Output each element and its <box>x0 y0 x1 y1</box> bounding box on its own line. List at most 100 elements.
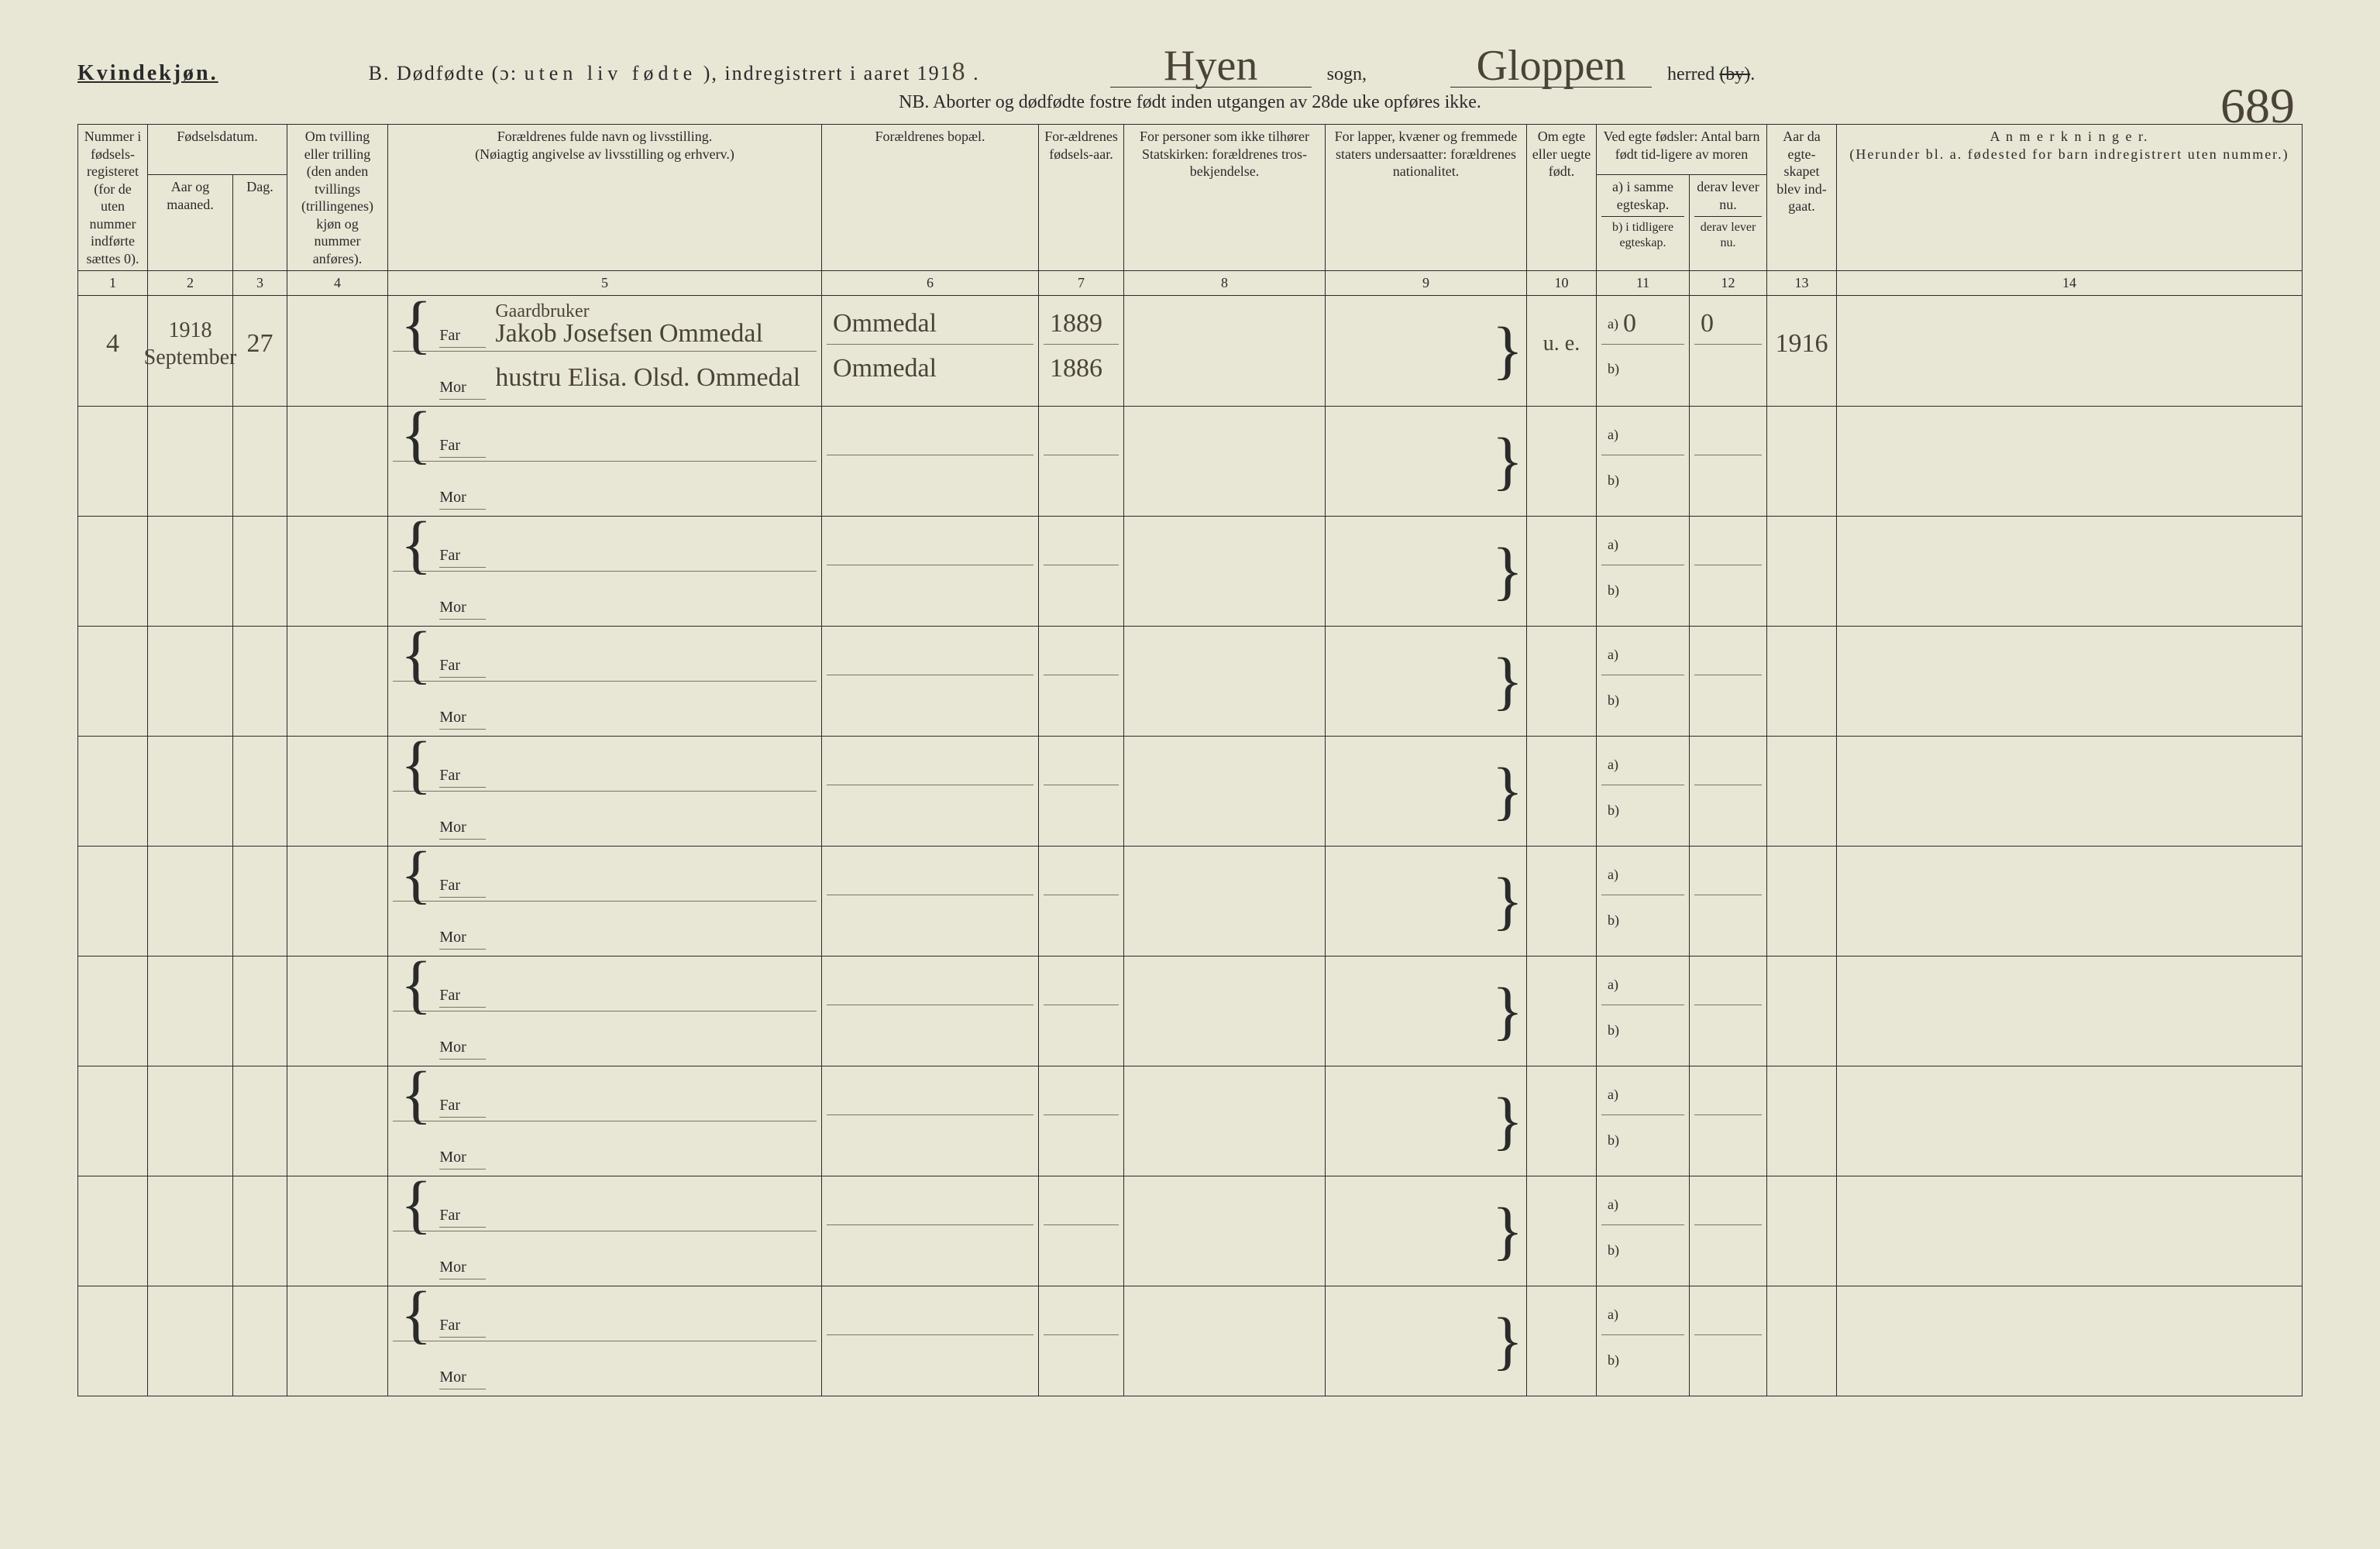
cell-alive-now <box>1690 957 1767 1066</box>
cell-birthyear <box>1039 847 1124 957</box>
c11a: a) <box>1601 630 1684 675</box>
cell-parents: { Far { Mor <box>388 847 822 957</box>
col-3-head: Dag. <box>233 175 287 271</box>
c12b <box>1694 895 1762 939</box>
cell-prev-children: a) b) <box>1597 957 1690 1066</box>
mor-row: { Mor <box>393 791 817 843</box>
c12a <box>1694 740 1762 785</box>
table-row: { Far { Mor } a) b) <box>78 737 2303 847</box>
brace-close-icon: } <box>1492 627 1523 736</box>
colnum-3: 3 <box>233 271 287 296</box>
col-12b: derav lever nu. <box>1694 216 1762 251</box>
cell-nationality: } <box>1326 1066 1527 1176</box>
cell-twin <box>287 847 388 957</box>
c11a: a) <box>1601 410 1684 455</box>
herred-block: Gloppen herred (by). <box>1450 46 1755 88</box>
c11a: a) <box>1601 1290 1684 1334</box>
mor-birthyear <box>1044 565 1119 610</box>
cell-legitimacy <box>1527 627 1597 737</box>
cell-legitimacy <box>1527 957 1597 1066</box>
far-birthyear <box>1044 1290 1119 1334</box>
mor-birthyear <box>1044 1115 1119 1159</box>
cell-year-month <box>148 957 233 1066</box>
cell-twin <box>287 1066 388 1176</box>
mor-birthyear <box>1044 785 1119 829</box>
brace-icon: { <box>401 1293 432 1338</box>
far-address: Ommedal <box>827 299 1034 344</box>
mor-birthyear: 1886 <box>1044 344 1119 389</box>
far-address <box>827 630 1034 675</box>
cell-remarks <box>1837 1176 2303 1286</box>
c12a: 0 <box>1694 299 1762 344</box>
mor-row: { Mor <box>393 1011 817 1063</box>
col-2-head: Aar og maaned. <box>148 175 233 271</box>
colnum-12: 12 <box>1690 271 1767 296</box>
mor-birthyear <box>1044 1224 1119 1269</box>
cell-twin <box>287 737 388 847</box>
mor-birthyear <box>1044 895 1119 939</box>
cell-legitimacy <box>1527 407 1597 517</box>
title-spaced: uten liv fødte <box>524 62 697 84</box>
cell-day <box>233 1176 287 1286</box>
sogn-block: Hyen sogn, <box>1110 46 1367 88</box>
far-address <box>827 1290 1034 1334</box>
title-suffix: ), indregistrert i aaret 191 <box>703 62 952 84</box>
c12b <box>1694 675 1762 720</box>
brace-icon: { <box>401 853 432 898</box>
cell-twin <box>287 295 388 406</box>
mor-row: { Mor <box>393 681 817 733</box>
table-row: { Far { Mor } a) b) <box>78 407 2303 517</box>
far-birthyear <box>1044 520 1119 565</box>
c11a: a) <box>1601 1070 1684 1115</box>
cell-address <box>822 627 1039 737</box>
cell-legitimacy <box>1527 847 1597 957</box>
far-label: Far <box>439 326 486 348</box>
c11b: b) <box>1601 1005 1684 1049</box>
cell-day <box>233 1286 287 1396</box>
cell-nationality: } <box>1326 957 1527 1066</box>
cell-remarks <box>1837 295 2303 406</box>
far-label: Far <box>439 1096 486 1118</box>
cell-birthyear <box>1039 1286 1124 1396</box>
cell-year-month <box>148 627 233 737</box>
mor-address <box>827 895 1034 939</box>
far-address <box>827 960 1034 1005</box>
c12b <box>1694 1224 1762 1269</box>
colnum-11: 11 <box>1597 271 1690 296</box>
brace-close-icon: } <box>1492 1286 1523 1396</box>
cell-prev-children: a) b) <box>1597 627 1690 737</box>
herred-label-strike: (by) <box>1719 64 1750 84</box>
nb-line: NB. Aborter og dødfødte fostre født inde… <box>77 92 2303 113</box>
c12a <box>1694 1070 1762 1115</box>
col-4-head: Om tvilling eller trilling (den anden tv… <box>287 125 388 271</box>
cell-nationality: } <box>1326 847 1527 957</box>
mor-label: Mor <box>439 1258 486 1279</box>
cell-marriage-year <box>1767 737 1837 847</box>
colnum-5: 5 <box>388 271 822 296</box>
cell-year-month <box>148 407 233 517</box>
mor-row: { Mor hustru Elisa. Olsd. Ommedal <box>393 351 817 403</box>
cell-alive-now <box>1690 847 1767 957</box>
c12b <box>1694 785 1762 829</box>
table-row: 41918 September27 { Far Gaardbruker Jako… <box>78 295 2303 406</box>
cell-alive-now <box>1690 1176 1767 1286</box>
brace-close-icon: } <box>1492 737 1523 846</box>
cell-address <box>822 1286 1039 1396</box>
far-row: { Far <box>393 410 817 461</box>
mor-address <box>827 1334 1034 1379</box>
cell-marriage-year <box>1767 627 1837 737</box>
herred-handwritten: Gloppen <box>1477 42 1626 90</box>
col-1-head: Nummer i fødsels-registeret (for de uten… <box>78 125 148 271</box>
far-label: Far <box>439 1316 486 1338</box>
brace-close-icon: } <box>1492 1066 1523 1176</box>
table-row: { Far { Mor } a) b) <box>78 957 2303 1066</box>
c12a <box>1694 630 1762 675</box>
cell-year-month <box>148 1066 233 1176</box>
cell-alive-now <box>1690 1286 1767 1396</box>
mor-row: { Mor <box>393 571 817 623</box>
colnum-1: 1 <box>78 271 148 296</box>
col-10-head: Om egte eller uegte født. <box>1527 125 1597 271</box>
cell-confession <box>1124 627 1326 737</box>
cell-year-month: 1918 September <box>148 295 233 406</box>
far-row: { Far <box>393 630 817 681</box>
